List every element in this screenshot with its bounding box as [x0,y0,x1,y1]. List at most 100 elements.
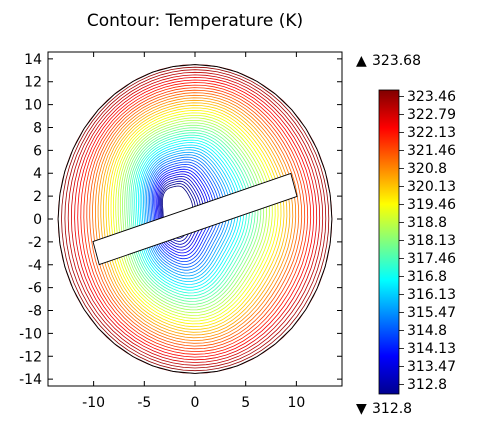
contour-line [132,134,250,297]
contour-line [151,163,217,262]
contour-line [61,66,330,372]
y-tick-label: -10 [19,326,42,342]
y-tick-label: 4 [33,166,42,182]
y-tick-label: -4 [28,258,42,274]
colorbar-label: 322.13 [407,125,456,141]
contour-line [128,129,256,302]
colorbar-label: 318.13 [407,233,456,249]
chart-title: Contour: Temperature (K) [87,11,303,31]
x-axis: -10 -5 0 5 10 [82,52,305,411]
contour-line [155,171,209,254]
contour-line [97,97,294,339]
min-value-label: 312.8 [372,401,412,417]
contour-line [150,161,220,265]
contour-line [136,139,245,291]
contour-line [119,120,267,314]
colorbar-label: 320.8 [407,161,447,177]
y-tick-label: -12 [19,349,42,365]
contour-line [154,168,212,257]
contour-line [142,149,234,280]
colorbar-label: 319.46 [407,197,456,213]
outer-boundary [57,64,333,374]
contour-line [134,137,247,294]
y-tick-label: 14 [24,52,42,68]
contour-line [159,178,201,245]
contour-line [92,92,300,344]
contour-line [100,99,291,336]
contour-line [153,166,215,260]
contour-line [80,82,312,355]
x-tick-label: 10 [287,395,305,411]
contour-line [122,122,264,311]
contour-line [70,74,321,363]
contour-line [86,87,306,350]
contour-line [105,104,285,330]
y-tick-label: -2 [28,235,42,251]
y-tick-label: 10 [24,98,42,114]
y-tick-label: 8 [33,120,42,136]
colorbar-label: 315.47 [407,305,456,321]
contour-line [117,117,270,316]
y-axis: 14 12 10 8 6 4 2 0 -2 -4 -6 -8 -10 -12 -14 [19,52,342,388]
colorbar-label: 321.46 [407,143,456,159]
contour-line [115,115,273,319]
colorbar-label: 313.47 [407,359,456,375]
y-tick-label: -6 [28,281,42,297]
colorbar-label: 318.8 [407,215,447,231]
max-triangle-icon: ▲ [356,53,367,69]
colorbar-label: 316.8 [407,269,447,285]
max-value-label: 323.68 [372,53,421,69]
colorbar-label: 323.46 [407,89,456,105]
contour-line [141,146,236,282]
colorbar-labels: 323.46 322.79 322.13 321.46 320.8 320.13 319.4… [399,89,456,393]
contour-line [126,127,259,305]
contour-line [144,151,231,277]
colorbar-label: 314.13 [407,341,456,357]
y-tick-label: -8 [28,304,42,320]
contour-line [110,109,279,325]
contour-line [102,102,288,333]
contour-line [112,112,276,322]
colorbar-label: 314.8 [407,323,447,339]
domain-boundary [57,64,333,374]
contour-line [95,94,297,342]
max-indicator: ▲ 323.68 [356,53,421,69]
contour-line [156,173,207,251]
obstacle-rectangle [92,172,298,266]
colorbar-label: 312.8 [407,377,447,393]
x-tick-label: 0 [191,395,200,411]
contour-line [89,89,303,347]
contour-line [83,84,309,353]
y-tick-label: 0 [33,212,42,228]
y-tick-label: 6 [33,143,42,159]
y-tick-label: 2 [33,189,42,205]
y-tick-label: 12 [24,75,42,91]
contour-line [158,175,204,248]
contour-line [160,180,199,242]
contour-line [124,124,262,308]
contour-line [67,71,324,366]
contour-line [137,142,242,288]
colorbar-label: 320.13 [407,179,456,195]
contour-line [149,159,223,268]
contour-line [64,69,327,369]
contour-line [74,76,318,361]
contour-line [147,156,225,271]
colorbar [378,89,400,395]
colorbar-label: 322.79 [407,107,456,123]
min-triangle-icon: ▼ [356,401,367,417]
contour-line [130,132,253,300]
x-tick-label: 5 [241,395,250,411]
contour-lines [57,64,333,374]
y-tick-label: -14 [19,372,42,388]
colorbar-label: 316.13 [407,287,456,303]
colorbar-label: 317.46 [407,251,456,267]
x-tick-label: -5 [137,395,151,411]
min-indicator: ▼ 312.8 [356,401,412,417]
contour-line [139,144,239,285]
contour-line [77,79,315,358]
contour-line [108,107,282,328]
contour-line [146,154,228,274]
